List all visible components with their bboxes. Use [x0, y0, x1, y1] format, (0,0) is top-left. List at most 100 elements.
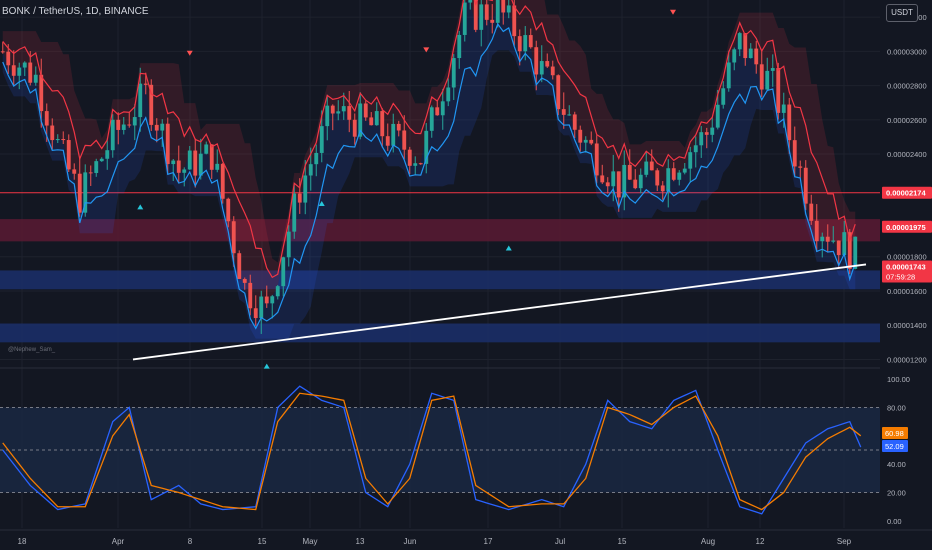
candle-body: [616, 171, 621, 198]
candle-body: [204, 144, 209, 154]
stoch-tick-label: 80.00: [887, 403, 906, 412]
signal-markers: [137, 9, 676, 369]
candle-body: [127, 124, 132, 126]
candle-body: [479, 4, 484, 30]
candle-body: [248, 282, 253, 309]
candle-body: [132, 117, 137, 126]
candle-body: [193, 150, 198, 176]
stoch-k-value: 52.09: [885, 442, 904, 451]
candle-body: [721, 88, 726, 105]
candle-body: [638, 174, 643, 189]
time-tick-label: 8: [188, 537, 193, 546]
candle-body: [319, 126, 324, 153]
candle-body: [627, 164, 632, 180]
price-tick-label: 0.00001200: [887, 355, 927, 364]
candle-body: [281, 257, 286, 287]
candle-body: [688, 152, 693, 169]
lower-band-fill: [2, 0, 856, 339]
stoch-tick-label: 40.00: [887, 460, 906, 469]
candle-body: [154, 124, 159, 131]
candle-body: [820, 236, 825, 242]
supply-zone: [0, 219, 880, 242]
price-axis[interactable]: 0.000032000.000030000.000028000.00002600…: [880, 0, 932, 550]
candle-body: [369, 117, 374, 126]
time-axis[interactable]: 18 Apr 8 15 May 13 Jun 17 Jul 15 Aug 12 Sep: [0, 529, 932, 550]
candle-body: [105, 150, 110, 159]
lower-trend-line: [2, 22, 856, 330]
candle-body: [341, 106, 346, 112]
candle-body: [385, 136, 390, 146]
candle-body: [660, 185, 665, 192]
candle-body: [836, 240, 841, 256]
candle-body: [770, 68, 775, 71]
candle-body: [748, 48, 753, 59]
candle-body: [77, 173, 82, 213]
stoch-d-value-box: [882, 427, 908, 439]
candle-body: [611, 171, 616, 187]
candle-body: [303, 175, 308, 203]
candle-body: [429, 107, 434, 131]
candle-body: [325, 105, 330, 127]
candle-body: [176, 160, 181, 173]
candle-body: [138, 83, 143, 118]
candle-body: [226, 198, 231, 222]
candle-body: [336, 111, 341, 114]
candle-body: [413, 163, 418, 166]
candle-body: [737, 33, 742, 50]
candle-body: [754, 48, 759, 65]
stoch-d-line: [2, 392, 862, 511]
candle-body: [391, 123, 396, 146]
candle-body: [803, 167, 808, 204]
candle-body: [699, 132, 704, 146]
time-tick-label: Aug: [701, 537, 715, 546]
trend-line-group[interactable]: [132, 263, 867, 361]
candle-body: [578, 129, 583, 143]
time-tick-label: Sep: [837, 537, 852, 546]
candle-body: [853, 236, 858, 269]
time-tick-label: 17: [484, 537, 493, 546]
candle-body: [704, 132, 709, 135]
time-tick-label: May: [302, 537, 317, 546]
stoch-k-line: [2, 385, 862, 515]
sell-signal-marker: [670, 9, 676, 15]
upper-trend-line: [2, 0, 856, 279]
candle-body: [677, 172, 682, 180]
candle-countdown: 07:59:28: [886, 273, 915, 282]
trend-indicator: [2, 0, 856, 330]
candle-body: [292, 193, 297, 232]
candle-body: [116, 119, 121, 130]
candlesticks[interactable]: [0, 0, 858, 334]
candle-body: [242, 278, 247, 283]
price-tick-label: 0.00001400: [887, 321, 927, 330]
candle-body: [781, 104, 786, 113]
candle-body: [484, 4, 489, 20]
candle-body: [407, 149, 412, 166]
ascending-trend-line[interactable]: [132, 263, 867, 361]
candle-body: [88, 172, 93, 174]
candle-body: [468, 0, 473, 3]
time-tick-label: 15: [618, 537, 627, 546]
candle-body: [149, 84, 154, 125]
candle-body: [649, 161, 654, 171]
candle-body: [567, 114, 572, 116]
candle-body: [561, 109, 566, 115]
candle-body: [545, 61, 550, 67]
price-tick-label: 0.00001600: [887, 287, 927, 296]
candle-body: [231, 221, 236, 254]
price-label-value: 0.00001743: [886, 263, 926, 272]
candle-body: [556, 75, 561, 110]
candle-body: [715, 104, 720, 128]
candle-body: [550, 66, 555, 76]
candle-body: [182, 169, 187, 173]
candle-body: [594, 143, 599, 176]
candle-body: [61, 139, 66, 141]
currency-button[interactable]: USDT: [886, 4, 918, 22]
demand-zone-upper: [0, 270, 880, 290]
sell-signal-marker: [186, 50, 193, 56]
symbol-title[interactable]: BONK / TetherUS, 1D, BINANCE: [2, 6, 149, 17]
candle-body: [495, 0, 500, 23]
candle-body: [792, 140, 797, 167]
buy-signal-marker: [137, 204, 144, 210]
time-tick-label: Jun: [404, 537, 417, 546]
